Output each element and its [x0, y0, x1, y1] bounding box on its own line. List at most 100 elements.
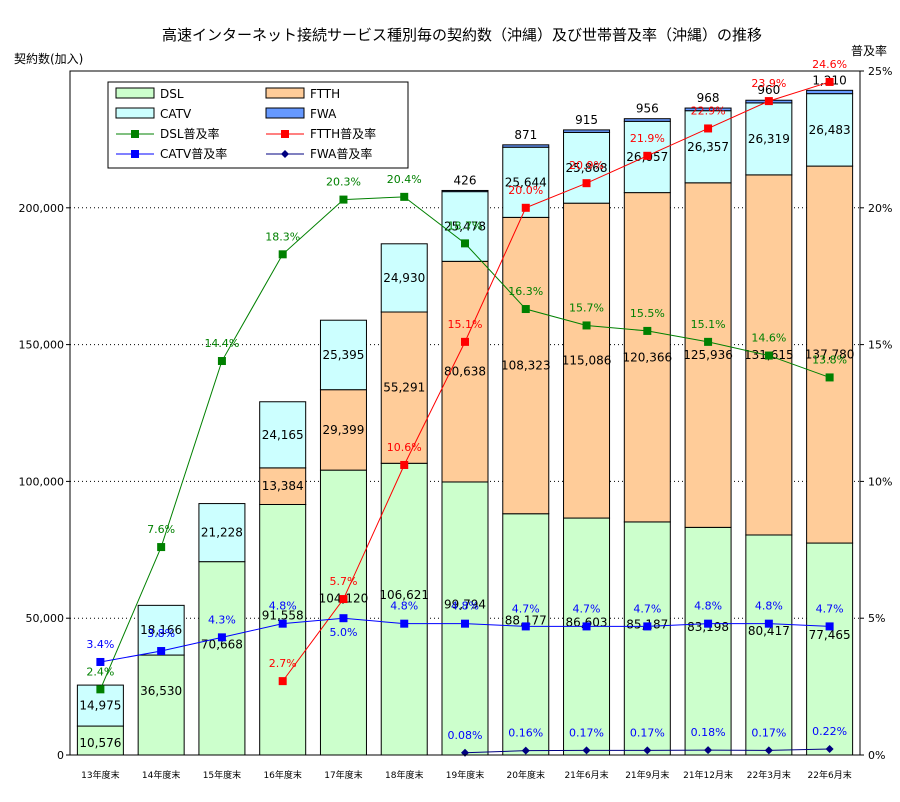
bar-dsl [137, 654, 185, 756]
marker-FWA普及率 [582, 746, 591, 755]
legend-marker [281, 150, 289, 158]
bar-catv [563, 131, 611, 204]
bar-label-fwa: 426 [454, 173, 477, 187]
marker-DSL普及率 [643, 326, 652, 335]
bar-catv [806, 93, 854, 167]
marker-CATV普及率 [157, 647, 166, 656]
line-label-CATV普及率: 4.3% [208, 613, 236, 626]
bar-ftth [623, 192, 671, 523]
line-label-CATV普及率: 4.7% [633, 602, 661, 615]
marker-DSL普及率 [217, 357, 226, 366]
line-label-FTTH普及率: 15.1% [448, 318, 483, 331]
line-label-DSL普及率: 2.4% [86, 665, 114, 678]
legend-marker [131, 150, 139, 158]
marker-DSL普及率 [278, 250, 287, 259]
line-label-FWA普及率: 0.08% [448, 729, 483, 742]
line-label-DSL普及率: 13.8% [812, 353, 847, 366]
legend-swatch [115, 87, 155, 99]
bar-label-fwa: 915 [575, 113, 598, 127]
marker-CATV普及率 [704, 619, 713, 628]
bar-label-catv: 25,395 [322, 348, 364, 362]
line-label-CATV普及率: 4.7% [816, 602, 844, 615]
legend-marker [281, 130, 289, 138]
x-tick-label: 22年6月末 [808, 769, 852, 781]
bar-label-catv: 24,930 [383, 271, 425, 285]
line-label-FTTH普及率: 5.7% [329, 575, 357, 588]
bar-dsl [198, 561, 246, 756]
bar-fwa [684, 107, 732, 112]
line-label-FWA普及率: 0.17% [569, 726, 604, 739]
x-tick-label: 20年度末 [507, 769, 545, 781]
marker-DSL普及率 [400, 192, 409, 201]
x-tick-label: 15年度末 [203, 769, 241, 781]
marker-FTTH普及率 [582, 179, 591, 188]
line-label-DSL普及率: 18.3% [265, 230, 300, 243]
bar-label-ftth: 29,399 [322, 423, 364, 437]
x-tick-label: 16年度末 [263, 769, 301, 781]
bar-label-ftth: 108,323 [501, 359, 551, 373]
marker-FWA普及率 [643, 746, 652, 755]
bar-label-dsl: 10,576 [79, 736, 121, 750]
legend-label: FWA [310, 107, 337, 121]
line-label-FTTH普及率: 23.9% [751, 77, 786, 90]
bar-catv [380, 243, 428, 313]
legend-label: CATV [160, 107, 192, 121]
marker-CATV普及率 [339, 614, 348, 623]
bar-ftth [259, 467, 307, 505]
line-label-CATV普及率: 4.8% [694, 600, 722, 613]
y2-tick-label: 15% [868, 339, 892, 352]
marker-FTTH普及率 [400, 460, 409, 469]
marker-DSL普及率 [825, 373, 834, 382]
bar-ftth [319, 389, 367, 471]
line-label-CATV普及率: 4.8% [390, 600, 418, 613]
line-label-FWA普及率: 0.16% [508, 727, 543, 740]
bar-label-fwa: 968 [697, 91, 720, 105]
y-tick-label: 0 [57, 749, 64, 762]
bar-dsl [259, 503, 307, 756]
line-label-DSL普及率: 15.5% [630, 307, 665, 320]
x-tick-label: 21年12月末 [683, 769, 733, 781]
marker-FTTH普及率 [461, 337, 469, 346]
marker-CATV普及率 [400, 619, 409, 628]
line-label-CATV普及率: 4.8% [451, 600, 479, 613]
line-label-FTTH普及率: 21.9% [630, 132, 665, 145]
marker-FTTH普及率 [339, 595, 348, 604]
marker-DSL普及率 [764, 351, 773, 360]
bar-catv [259, 401, 307, 469]
marker-CATV普及率 [217, 633, 226, 642]
marker-DSL普及率 [582, 321, 591, 330]
bar-label-dsl: 88,177 [505, 613, 547, 627]
marker-FWA普及率 [704, 746, 713, 755]
marker-CATV普及率 [461, 619, 469, 628]
bar-dsl [319, 469, 367, 756]
bar-label-dsl: 91,558 [262, 609, 304, 623]
line-label-FWA普及率: 0.17% [751, 726, 786, 739]
bar-ftth [684, 182, 732, 528]
bar-ftth [563, 202, 611, 519]
line-label-CATV普及率: 4.8% [755, 600, 783, 613]
bar-catv [502, 146, 550, 218]
bar-label-fwa: 956 [636, 102, 659, 116]
marker-DSL普及率 [461, 239, 469, 248]
marker-FTTH普及率 [643, 151, 652, 160]
line-label-FTTH普及率: 20.9% [569, 159, 604, 172]
line-label-FTTH普及率: 22.9% [691, 104, 726, 117]
plot-frame [69, 70, 861, 756]
y2-tick-label: 25% [868, 65, 892, 78]
marker-FTTH普及率 [764, 97, 773, 106]
bar-dsl [441, 481, 489, 756]
line-label-FTTH普及率: 24.6% [812, 58, 847, 71]
bar-label-dsl: 36,530 [140, 684, 182, 698]
line-label-FWA普及率: 0.18% [691, 726, 726, 739]
bar-label-catv: 25,644 [505, 175, 547, 189]
y2-tick-label: 10% [868, 475, 892, 488]
legend-label: DSL [160, 87, 184, 101]
legend-marker [131, 130, 139, 138]
bar-dsl [806, 542, 854, 756]
bar-ftth [806, 165, 854, 544]
marker-FTTH普及率 [521, 203, 530, 212]
line-label-DSL普及率: 14.6% [751, 332, 786, 345]
marker-CATV普及率 [825, 622, 834, 631]
bar-dsl [684, 526, 732, 756]
